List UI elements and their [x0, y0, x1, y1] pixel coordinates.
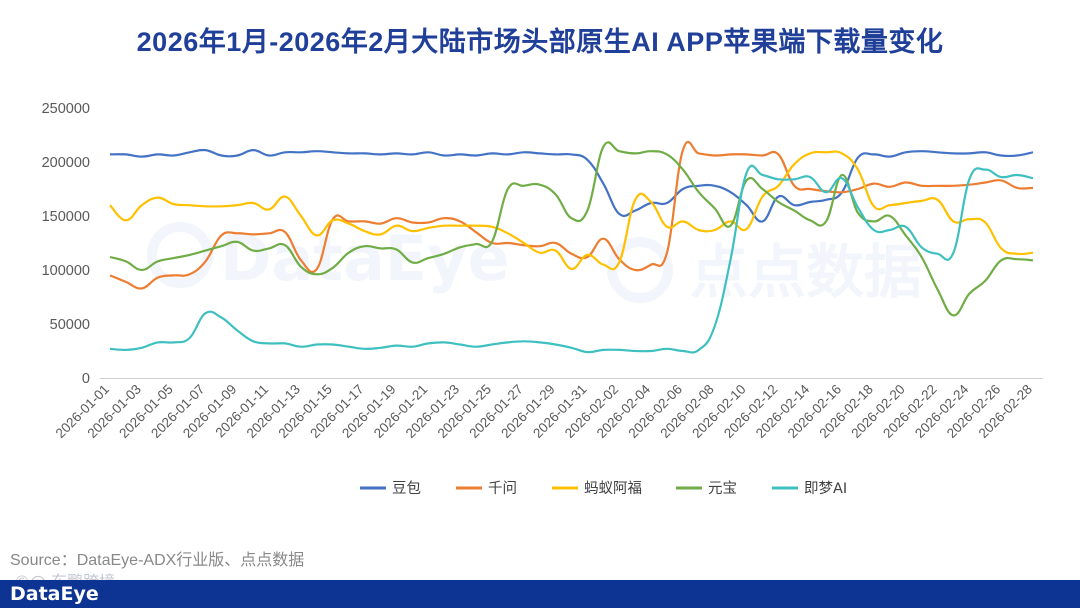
legend-label: 元宝 — [708, 480, 737, 497]
x-axis: 2026-01-012026-01-032026-01-052026-01-07… — [53, 381, 1035, 441]
line-chart: DataEye 点点数据 0 50000 100000 150000 200000 250… — [42, 101, 1043, 497]
series-line-千问 — [109, 140, 1034, 290]
watermark-diandian: 点点数据 — [690, 238, 922, 306]
footer-bar: DataEye — [0, 580, 1080, 608]
chart-title: 2026年1月-2026年2月大陆市场头部原生AI APP苹果端下载量变化 — [136, 27, 944, 57]
footer-logo: DataEye — [10, 583, 99, 605]
y-tick-label: 100000 — [42, 263, 90, 279]
legend-label: 蚂蚁阿福 — [584, 480, 642, 497]
series-line-豆包 — [109, 148, 1034, 223]
series-line-元宝 — [109, 141, 1034, 317]
legend-label: 千问 — [488, 480, 517, 497]
legend-label: 即梦AI — [804, 480, 847, 497]
y-tick-label: 0 — [82, 371, 90, 387]
watermark-logo-circle-left — [147, 222, 213, 288]
y-tick-label: 50000 — [50, 317, 90, 333]
y-tick-label: 250000 — [42, 101, 90, 117]
series-layer — [109, 140, 1034, 354]
y-axis: 0 50000 100000 150000 200000 250000 — [42, 101, 90, 387]
y-tick-label: 200000 — [42, 155, 90, 171]
series-line-即梦AI — [109, 164, 1034, 354]
series-line-蚂蚁阿福 — [109, 150, 1034, 271]
source-note: Source：DataEye-ADX行业版、点点数据 — [10, 552, 305, 569]
legend: 豆包 千问 蚂蚁阿福 元宝 即梦AI — [360, 480, 847, 497]
watermark-layer: DataEye 点点数据 — [147, 222, 922, 306]
legend-label: 豆包 — [392, 480, 421, 497]
y-tick-label: 150000 — [42, 209, 90, 225]
